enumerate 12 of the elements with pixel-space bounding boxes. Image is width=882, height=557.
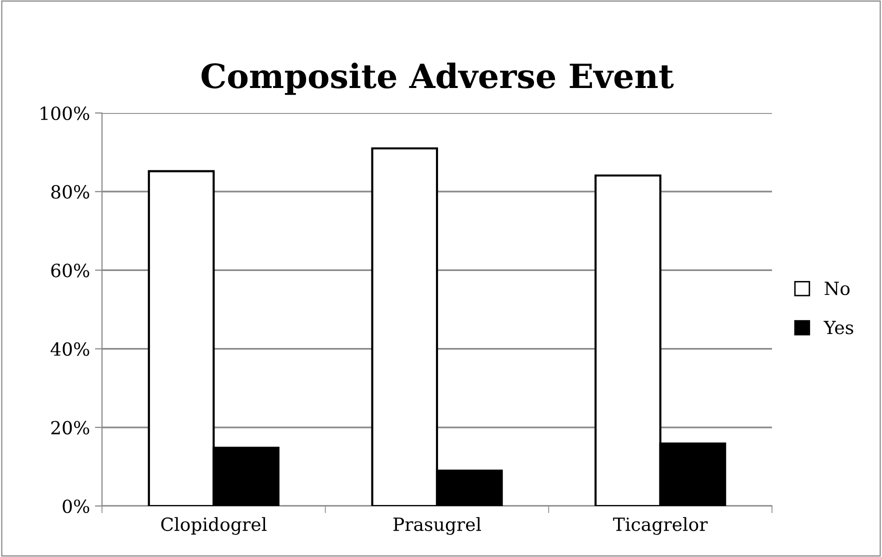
chart-title: Composite Adverse Event [202, 62, 674, 95]
y-tick-label: 100% [40, 106, 90, 120]
y-tick-label: 40% [50, 342, 90, 356]
x-tick-label: Prasugrel [393, 517, 482, 535]
legend-label: Yes [824, 320, 854, 334]
y-tick-label: 60% [51, 264, 90, 278]
x-tick-label: Ticagrelor [613, 517, 708, 535]
y-tick-label: 80% [51, 185, 90, 199]
y-tick-label: 0% [62, 499, 90, 514]
x-tick-label: Clopidogrel [161, 517, 267, 535]
y-tick-label: 20% [51, 420, 90, 435]
legend-label: No [824, 282, 850, 296]
